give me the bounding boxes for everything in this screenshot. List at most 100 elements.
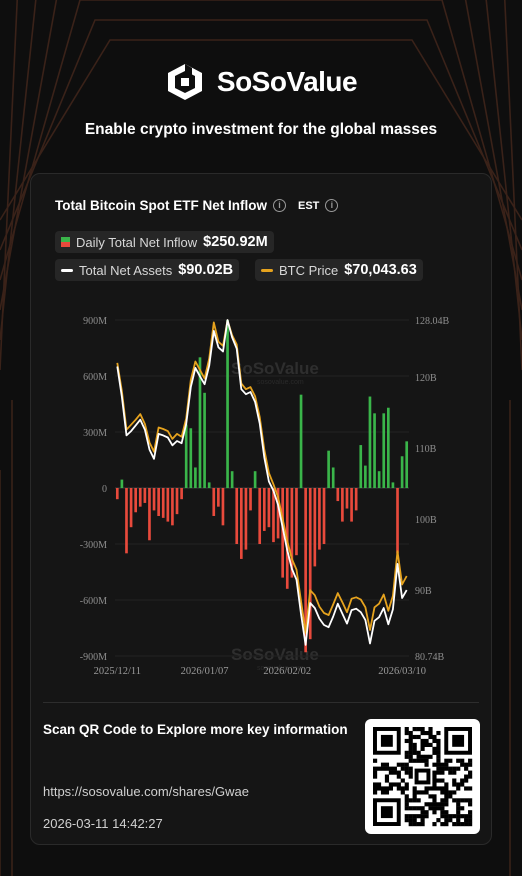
qr-module: [408, 754, 413, 759]
qr-module: [416, 758, 421, 763]
qr-module: [420, 727, 425, 732]
qr-module: [404, 798, 409, 803]
qr-module: [428, 754, 433, 759]
qr-module: [444, 762, 449, 767]
right-axis-tick-label: 80.74B: [415, 652, 445, 663]
right-axis-tick-label: 128.04B: [415, 316, 450, 327]
qr-module: [456, 782, 461, 787]
qr-module: [373, 774, 378, 779]
outflow-bar: [322, 488, 326, 544]
qr-module: [432, 770, 437, 775]
qr-module: [436, 802, 441, 807]
qr-module: [424, 742, 429, 747]
inflow-bar: [207, 482, 211, 488]
qr-module: [416, 734, 421, 740]
outflow-bar: [217, 488, 220, 507]
qr-module: [404, 727, 409, 732]
qr-module: [456, 814, 461, 819]
outflow-bar: [180, 488, 183, 500]
qr-module: [432, 822, 437, 827]
brand-header: SoSoValue: [0, 62, 522, 102]
legend-total-net-assets-value: $90.02B: [178, 262, 234, 278]
qr-module: [424, 802, 429, 807]
qr-module: [404, 802, 409, 807]
qr-module: [432, 794, 437, 799]
qr-module: [464, 822, 469, 827]
qr-module: [392, 770, 397, 775]
qr-module: [440, 802, 445, 807]
qr-module: [384, 774, 390, 779]
qr-code[interactable]: [365, 719, 480, 834]
legend-daily-net-inflow-value: $250.92M: [203, 234, 268, 250]
legend-btc-price[interactable]: BTC Price $70,043.63: [255, 259, 423, 281]
qr-module: [373, 770, 378, 775]
qr-module: [424, 758, 429, 763]
x-axis-tick-label: 2025/12/11: [94, 666, 141, 677]
inflow-bar: [230, 471, 234, 488]
qr-module: [432, 774, 437, 779]
right-axis-tick-label: 90B: [415, 586, 432, 597]
outflow-bar: [239, 488, 243, 559]
outflow-bar: [115, 488, 119, 500]
qr-module: [412, 818, 417, 823]
qr-module: [384, 778, 390, 783]
inflow-bar: [203, 392, 206, 488]
qr-module: [404, 814, 409, 819]
legend-daily-net-inflow-label: Daily Total Net Inflow: [76, 234, 198, 250]
inflow-bar: [377, 471, 381, 488]
qr-module: [440, 798, 445, 803]
qr-module: [468, 814, 473, 819]
qr-module: [444, 766, 449, 771]
qr-module: [416, 814, 421, 819]
qr-module: [428, 734, 433, 740]
qr-module: [412, 790, 417, 795]
qr-module: [460, 806, 465, 811]
qr-module: [373, 766, 378, 771]
qr-module: [404, 818, 409, 823]
qr-module: [452, 770, 457, 775]
outflow-bar: [125, 488, 128, 554]
qr-module: [436, 758, 441, 763]
qr-module: [420, 806, 425, 811]
share-url[interactable]: https://sosovalue.com/shares/Gwae: [43, 784, 249, 799]
inflow-bar: [331, 467, 335, 488]
legend-daily-net-inflow[interactable]: Daily Total Net Inflow $250.92M: [55, 231, 274, 253]
qr-module: [412, 822, 417, 827]
inflow-bar: [299, 394, 303, 488]
qr-module: [456, 806, 461, 811]
qr-module: [468, 770, 473, 775]
qr-module: [396, 774, 401, 779]
legend-total-net-assets[interactable]: Total Net Assets $90.02B: [55, 259, 240, 281]
qr-module: [444, 798, 449, 803]
outflow-bar: [161, 488, 165, 518]
outflow-bar: [396, 488, 399, 554]
net-inflow-chart: SoSoValuesosovalue.comSoSoValuesosovalue…: [80, 316, 450, 677]
qr-module: [416, 806, 421, 811]
qr-module: [428, 806, 433, 811]
qr-module: [408, 766, 413, 771]
qr-module: [452, 778, 457, 783]
right-axis-tick-label: 120B: [415, 373, 437, 384]
inflow-bar: [391, 482, 395, 488]
qr-module: [400, 786, 405, 791]
qr-module: [452, 822, 457, 827]
qr-module: [392, 766, 397, 771]
timezone-info-icon[interactable]: i: [325, 199, 339, 212]
qr-module: [420, 730, 425, 736]
qr-module: [444, 782, 449, 787]
qr-module: [376, 786, 382, 791]
outflow-bar: [341, 488, 344, 522]
qr-module: [396, 782, 401, 787]
legend-btc-price-value: $70,043.63: [344, 262, 417, 278]
outflow-bar: [290, 488, 294, 578]
x-axis-tick-label: 2026/01/07: [181, 666, 229, 677]
inflow-bar: [189, 428, 193, 488]
qr-module: [460, 778, 465, 783]
qr-module: [436, 818, 441, 823]
qr-module: [452, 790, 457, 795]
qr-code-icon: [373, 727, 473, 827]
info-icon[interactable]: i: [272, 199, 286, 212]
inflow-bar: [368, 396, 372, 488]
qr-module: [408, 818, 413, 823]
outflow-bar: [258, 488, 262, 544]
